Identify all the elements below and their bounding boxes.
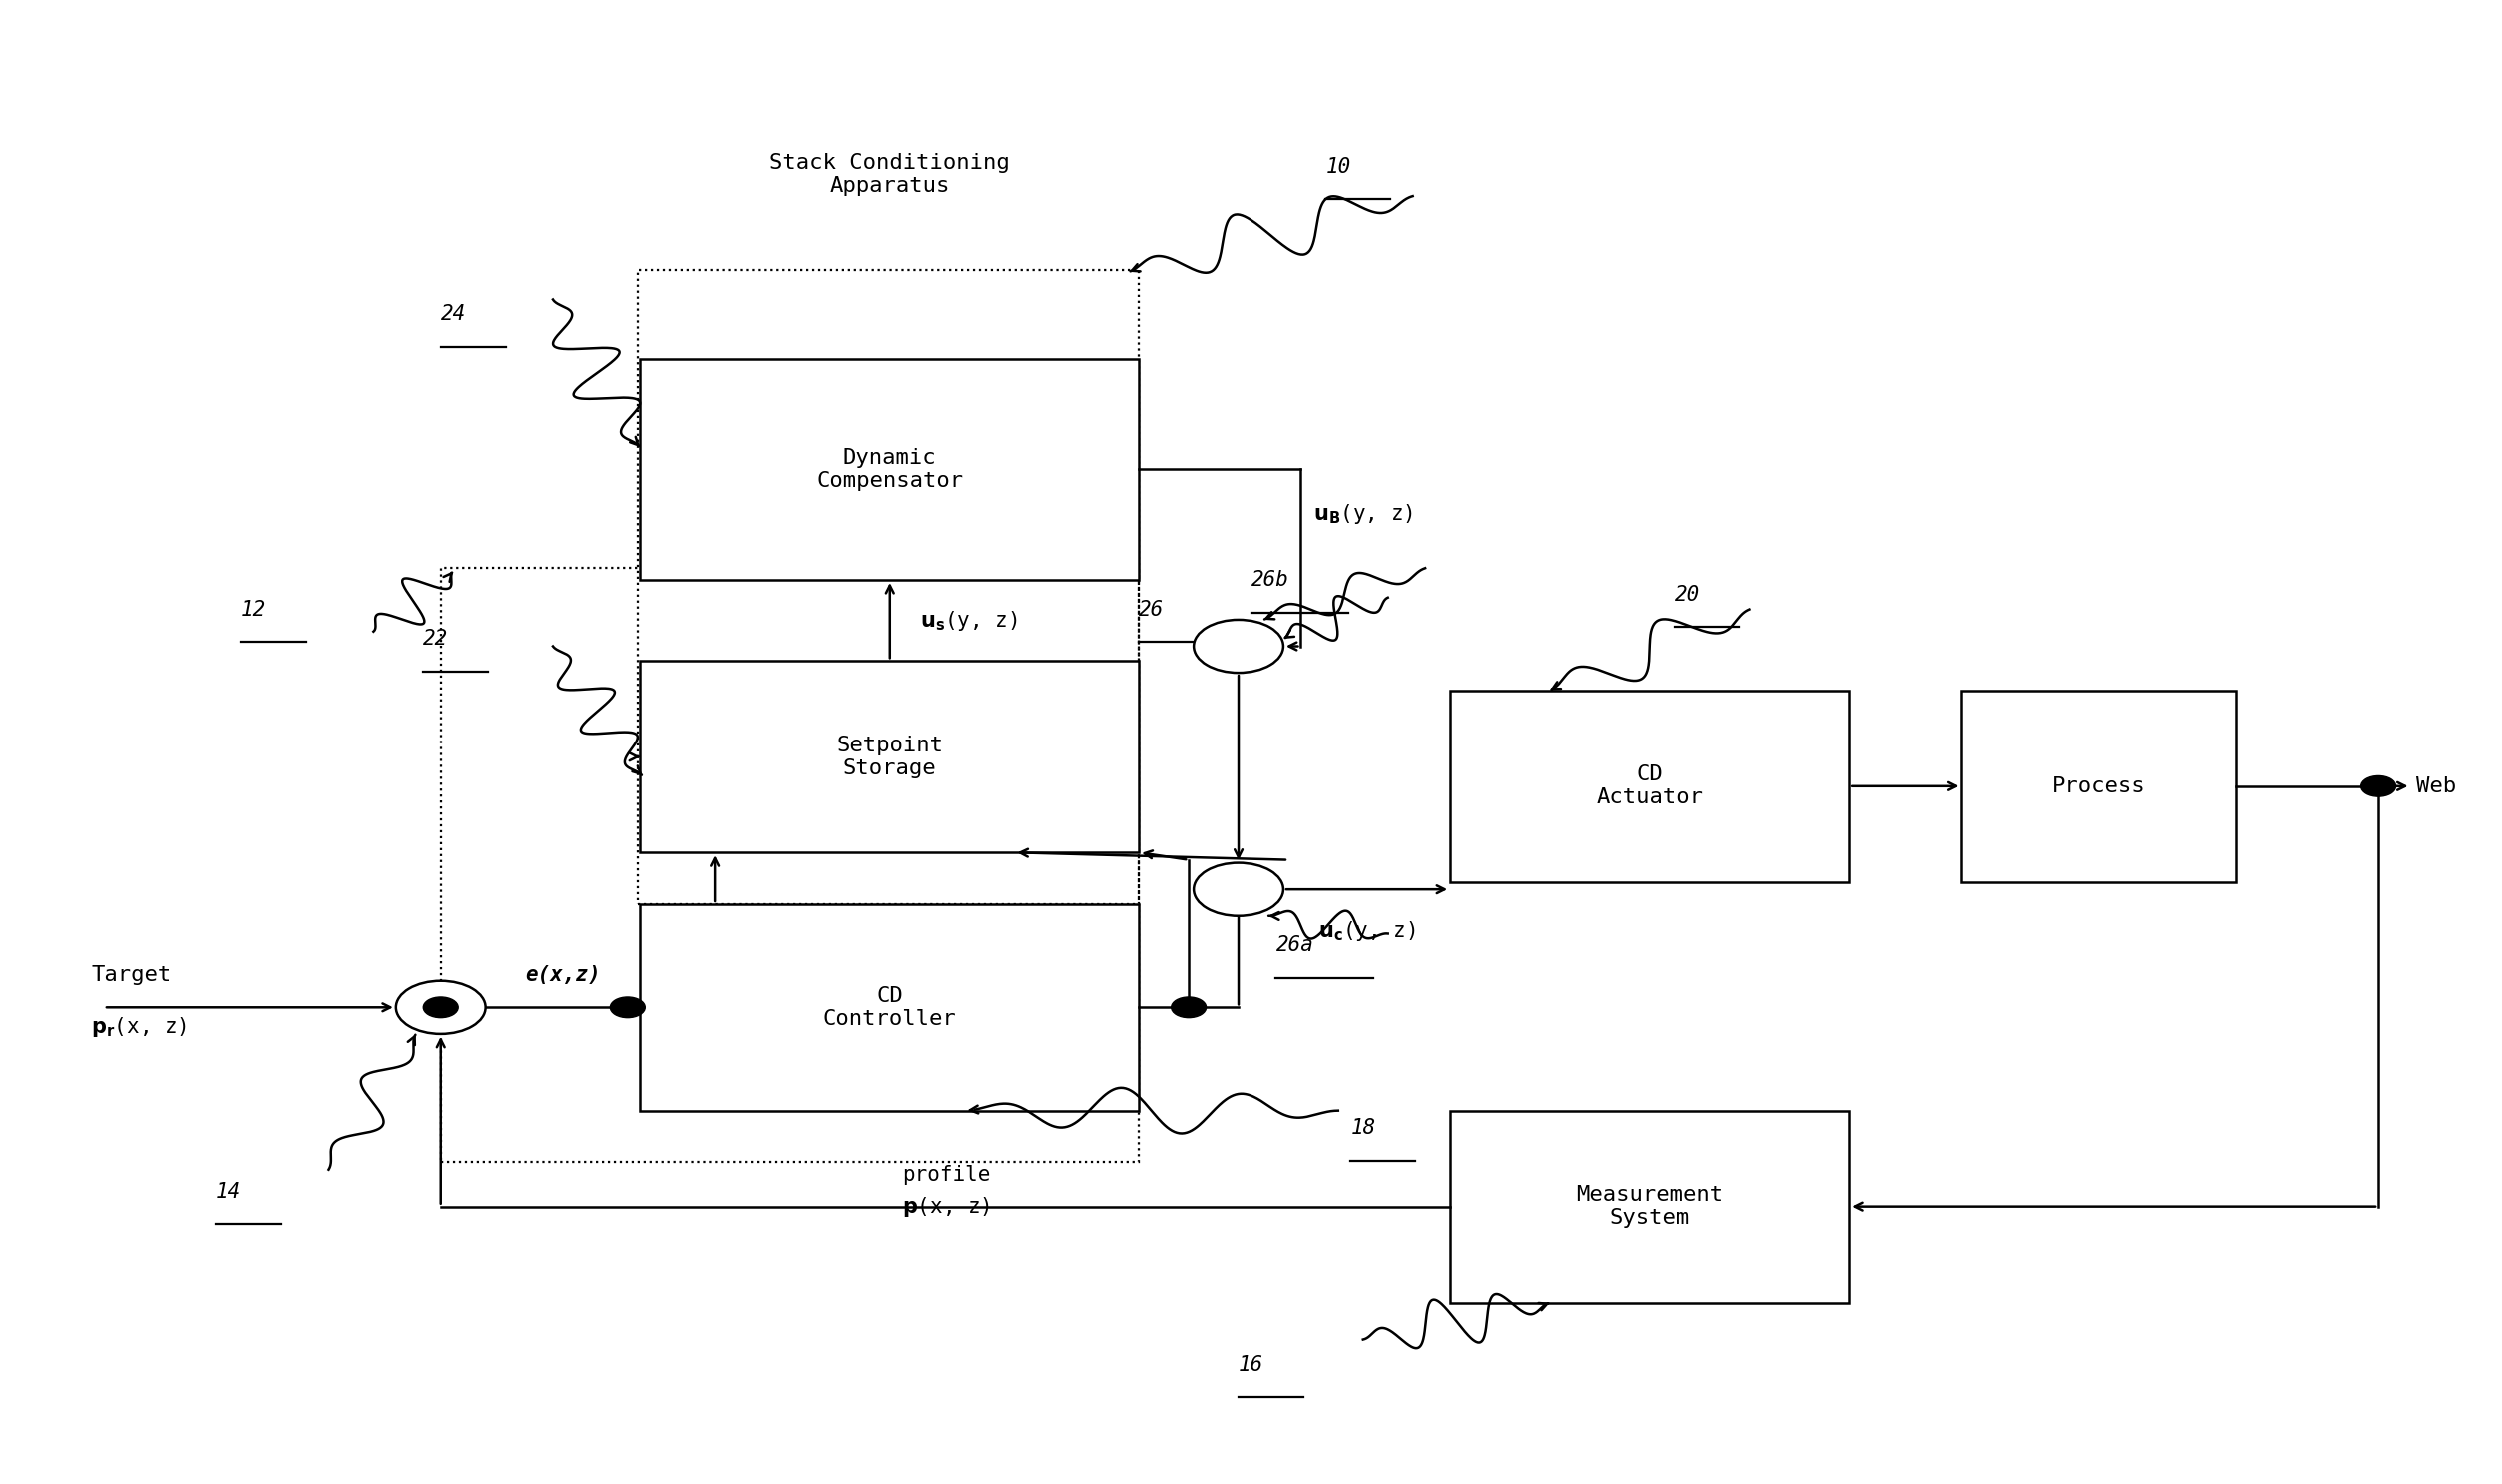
Text: Setpoint
Storage: Setpoint Storage [836, 735, 943, 778]
Text: 24: 24 [440, 304, 465, 324]
Text: $\mathbf{u_c}$(y, z): $\mathbf{u_c}$(y, z) [1319, 919, 1416, 942]
Text: 18: 18 [1351, 1119, 1376, 1138]
FancyBboxPatch shape [1451, 1112, 1849, 1303]
Text: Measurement
System: Measurement System [1576, 1186, 1724, 1229]
Circle shape [395, 981, 485, 1034]
FancyBboxPatch shape [1962, 690, 2237, 881]
Text: 12: 12 [240, 600, 265, 619]
FancyBboxPatch shape [1451, 690, 1849, 881]
Text: 10: 10 [1326, 156, 1351, 177]
Text: e(x,z): e(x,z) [525, 966, 600, 985]
FancyBboxPatch shape [641, 904, 1138, 1112]
Text: 14: 14 [215, 1183, 240, 1202]
Text: profile: profile [901, 1165, 991, 1184]
Circle shape [1171, 997, 1206, 1018]
Text: CD
Controller: CD Controller [823, 985, 956, 1030]
Text: 26b: 26b [1251, 570, 1289, 589]
Text: Target: Target [93, 966, 173, 985]
Text: Stack Conditioning
Apparatus: Stack Conditioning Apparatus [768, 153, 1011, 196]
Text: 16: 16 [1238, 1355, 1264, 1374]
Circle shape [1193, 619, 1284, 672]
Text: Web: Web [2414, 776, 2454, 797]
Text: 26a: 26a [1276, 935, 1314, 956]
Text: 26: 26 [1138, 600, 1163, 619]
Circle shape [2362, 776, 2394, 797]
Text: $\mathbf{u_s}$(y, z): $\mathbf{u_s}$(y, z) [918, 608, 1016, 632]
Text: $\mathbf{p}$(x, z): $\mathbf{p}$(x, z) [901, 1195, 988, 1218]
Text: 22: 22 [423, 629, 448, 649]
Text: Process: Process [2052, 776, 2147, 797]
Text: $\mathbf{p_r}$(x, z): $\mathbf{p_r}$(x, z) [93, 1015, 188, 1039]
Circle shape [1193, 864, 1284, 916]
Circle shape [423, 997, 458, 1018]
Text: 20: 20 [1674, 585, 1701, 604]
FancyBboxPatch shape [641, 660, 1138, 853]
FancyBboxPatch shape [641, 358, 1138, 580]
Circle shape [610, 997, 646, 1018]
Text: $\mathbf{u_B}$(y, z): $\mathbf{u_B}$(y, z) [1314, 502, 1414, 525]
Text: CD
Actuator: CD Actuator [1596, 764, 1704, 807]
Text: Dynamic
Compensator: Dynamic Compensator [816, 447, 963, 491]
